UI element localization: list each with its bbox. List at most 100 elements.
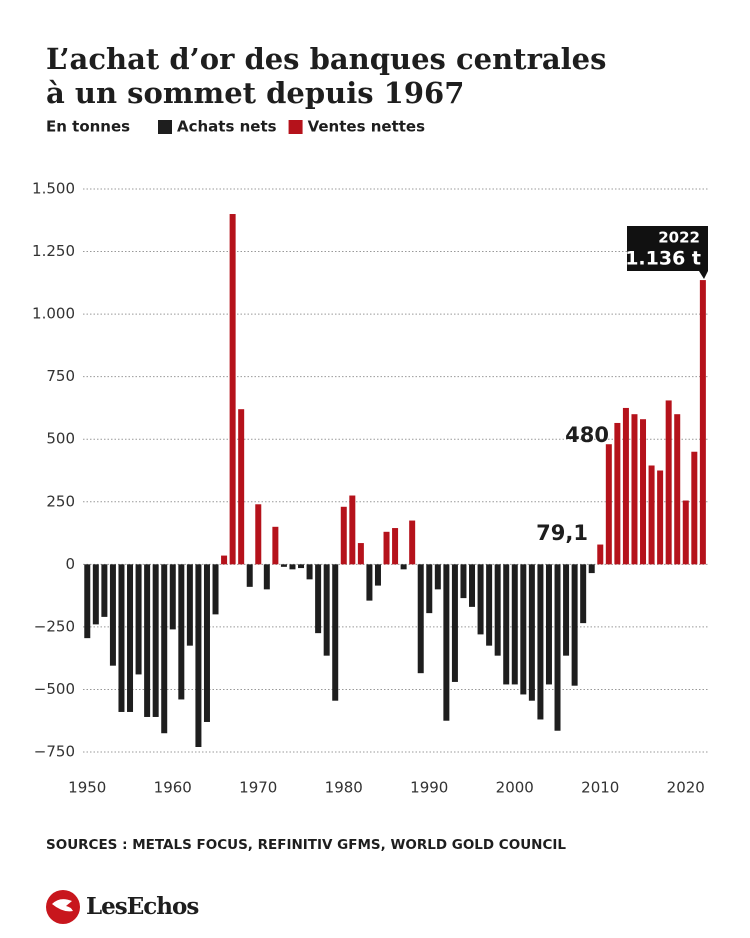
bar [109, 564, 116, 666]
bar [503, 564, 510, 685]
bar [255, 504, 262, 565]
bar [135, 564, 142, 675]
bar [178, 564, 185, 700]
bar [298, 564, 305, 569]
bar [605, 444, 612, 565]
bar [571, 564, 578, 686]
bar [469, 564, 476, 607]
x-tick-label: 1980 [325, 779, 363, 797]
bar [486, 564, 493, 646]
bar [400, 564, 407, 570]
annotation: 1.136 t [625, 248, 701, 270]
brand: LesEchos [86, 893, 198, 920]
bar [537, 564, 544, 720]
annotation: 79,1 [536, 521, 588, 545]
legend-label: Ventes nettes [308, 118, 426, 136]
bar [563, 564, 570, 656]
bar [272, 526, 279, 565]
bar [451, 564, 458, 682]
subtitle: En tonnes [46, 118, 130, 136]
bar [349, 495, 356, 565]
bar [682, 500, 689, 565]
bar [357, 543, 364, 565]
annotation: 2022 [658, 229, 700, 247]
y-tick-label: −250 [34, 617, 75, 635]
y-tick-label: 500 [46, 430, 75, 448]
bar [631, 414, 638, 565]
bar [323, 564, 330, 656]
bar [221, 555, 228, 565]
bar [118, 564, 125, 712]
bar [263, 564, 270, 590]
legend-swatch [158, 120, 172, 134]
bar [238, 409, 245, 565]
x-tick-label: 1960 [154, 779, 192, 797]
bar [511, 564, 518, 685]
bar [212, 564, 219, 615]
bar [374, 564, 381, 586]
bar [443, 564, 450, 721]
x-tick-label: 1970 [239, 779, 277, 797]
bar [528, 564, 535, 701]
bar [203, 564, 210, 722]
bar [409, 520, 416, 565]
chart-title: L’achat d’or des banques centrales [46, 42, 606, 76]
legend-swatch [288, 120, 303, 134]
bar [383, 531, 390, 565]
bar [691, 451, 698, 565]
y-tick-label: 750 [46, 367, 75, 385]
y-tick-label: −750 [34, 743, 75, 761]
bar [622, 407, 629, 565]
bar [580, 564, 587, 624]
bar [392, 528, 399, 565]
bar [597, 544, 604, 565]
bar [674, 414, 681, 565]
x-tick-label: 2000 [496, 779, 534, 797]
logo-icon [52, 899, 73, 912]
chart-title: à un sommet depuis 1967 [46, 76, 464, 110]
bar [127, 564, 134, 712]
y-tick-label: −500 [34, 680, 75, 698]
bar [332, 564, 339, 701]
x-tick-label: 2020 [667, 779, 705, 797]
x-tick-label: 1950 [68, 779, 106, 797]
bar [340, 506, 347, 565]
bar [640, 419, 647, 565]
bar [186, 564, 193, 646]
bar [494, 564, 501, 656]
legend-label: Achats nets [177, 118, 277, 136]
bar [315, 564, 322, 634]
bar [280, 564, 287, 567]
bar [699, 280, 706, 565]
y-tick-label: 250 [46, 492, 75, 510]
x-tick-label: 2010 [581, 779, 619, 797]
bar [614, 422, 621, 565]
annotation-box [627, 226, 708, 279]
bar [426, 564, 433, 614]
bar [657, 470, 664, 565]
bar [101, 564, 108, 617]
y-tick-label: 1.250 [32, 242, 75, 260]
annotation: 480 [565, 423, 609, 447]
bar [306, 564, 313, 580]
bar [460, 564, 467, 599]
bar [366, 564, 373, 601]
y-tick-label: 1.500 [32, 180, 75, 198]
bar [229, 214, 236, 565]
bar [434, 564, 441, 590]
bar [246, 564, 253, 587]
bar [477, 564, 484, 635]
bar [520, 564, 527, 695]
bar [665, 400, 672, 565]
source: SOURCES : METALS FOCUS, REFINITIV GFMS, … [46, 837, 566, 853]
bar [92, 564, 99, 625]
bar [588, 564, 595, 574]
y-tick-label: 0 [65, 555, 75, 573]
bar [289, 564, 296, 570]
bar [152, 564, 159, 717]
bar [195, 564, 202, 747]
bar [169, 564, 176, 630]
bar [545, 564, 552, 685]
bar [84, 564, 91, 639]
